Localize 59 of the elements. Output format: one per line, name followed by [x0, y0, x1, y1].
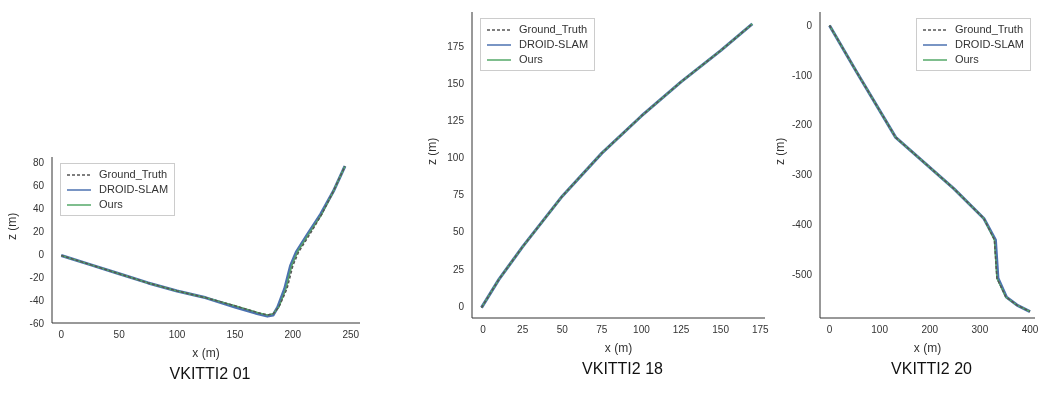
y-tick-label: 60	[32, 180, 45, 192]
legend-label: Ground_Truth	[519, 22, 588, 37]
legend-label: Ours	[519, 52, 543, 67]
y-tick-label: 25	[452, 263, 465, 275]
x-tick-label: 25	[517, 324, 529, 336]
y-tick-label: -300	[791, 169, 813, 181]
y-tick-label: 50	[452, 226, 465, 238]
y-tick-label: 150	[447, 77, 465, 89]
y-tick-label: 175	[447, 40, 465, 52]
y-tick-label: -200	[791, 119, 813, 131]
x-tick-label: 50	[556, 324, 569, 336]
text: VKITTI2 18	[581, 360, 664, 378]
y-tick-label: 75	[452, 189, 465, 201]
y-tick-label: -100	[791, 69, 813, 81]
x-tick-label: 150	[712, 324, 730, 336]
x-tick-label: 250	[342, 329, 360, 341]
x-tick-label: 100	[871, 324, 889, 336]
y-axis-title: z (m)	[425, 137, 440, 165]
y-tick-label: -400	[791, 219, 813, 231]
y-tick-label: 20	[32, 225, 45, 237]
y-tick-label: 100	[447, 152, 465, 164]
legend-label: DROID-SLAM	[519, 37, 589, 52]
y-tick-label: 0	[458, 300, 465, 312]
x-tick-label: 100	[633, 324, 651, 336]
legend-label: Ground_Truth	[99, 167, 168, 182]
text: VKITTI2 20	[890, 360, 973, 378]
x-axis-title: x (m)	[913, 341, 942, 355]
legend-label: Ground_Truth	[954, 22, 1024, 37]
y-tick-label: -500	[791, 268, 813, 280]
x-axis-title: x (m)	[192, 346, 220, 360]
x-tick-label: 100	[168, 329, 186, 341]
x-tick-label: 75	[596, 324, 608, 336]
x-axis-title: x (m)	[604, 341, 633, 355]
x-tick-label: 50	[113, 329, 126, 341]
y-axis-title: z (m)	[5, 212, 20, 240]
x-tick-label: 400	[1021, 324, 1039, 336]
y-tick-label: 0	[806, 19, 813, 31]
legend-label: Ours	[954, 52, 979, 67]
x-tick-label: 200	[284, 329, 302, 341]
y-tick-label: 80	[32, 157, 45, 169]
x-tick-label: 150	[226, 329, 244, 341]
x-tick-label: 300	[971, 324, 989, 336]
y-tick-label: 125	[447, 114, 465, 126]
x-tick-label: 200	[921, 324, 939, 336]
x-tick-label: 0	[58, 329, 65, 341]
y-tick-label: 0	[38, 248, 45, 260]
y-tick-label: -40	[29, 294, 45, 306]
y-tick-label: -20	[29, 271, 45, 283]
x-tick-label: 0	[826, 324, 833, 336]
legend-label: Ours	[99, 197, 123, 212]
y-axis-title: z (m)	[773, 137, 788, 165]
y-tick-label: -60	[29, 317, 45, 329]
y-tick-label: 40	[32, 203, 45, 215]
legend-label: DROID-SLAM	[99, 182, 169, 197]
x-tick-label: 125	[672, 324, 690, 336]
text: VKITTI2 01	[168, 365, 252, 383]
x-tick-label: 175	[751, 324, 770, 336]
x-tick-label: 0	[480, 324, 487, 336]
legend-label: DROID-SLAM	[954, 37, 1024, 52]
